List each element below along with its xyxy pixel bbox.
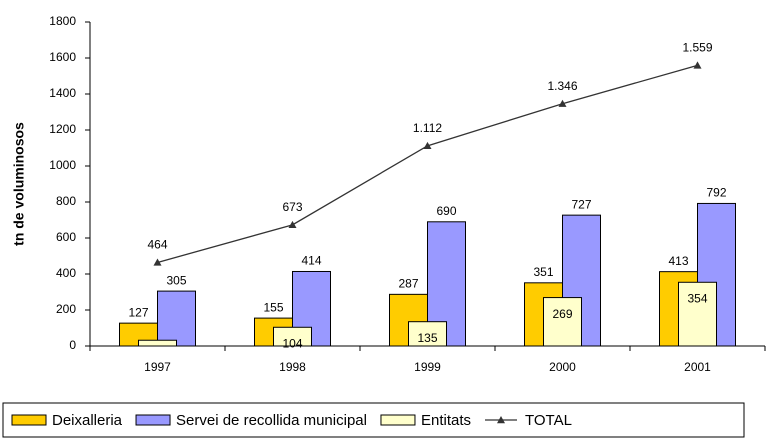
legend-swatch [497,416,505,424]
bar [678,281,717,347]
bar [408,321,447,347]
bar [273,326,312,347]
y-tick-label: 1200 [49,122,76,136]
data-label: 1.346 [547,79,577,93]
legend-swatch [11,414,47,426]
bar [138,339,177,347]
y-tick-label: 1800 [49,14,76,28]
data-label: 1.559 [682,41,712,55]
legend-label: Entitats [421,412,471,429]
y-tick-label: 200 [56,302,76,316]
bar [543,297,582,347]
line-marker [288,220,297,229]
data-label: 1.112 [413,121,442,135]
y-tick-label: 1000 [49,158,76,172]
legend-label: TOTAL [525,412,572,429]
y-tick-label: 800 [56,194,76,208]
data-label: 413 [668,254,688,268]
x-tick-label: 1997 [144,360,171,374]
y-tick-label: 0 [69,338,76,352]
bar [157,290,196,347]
data-label: 354 [687,291,707,305]
data-label: 305 [166,273,186,287]
data-label: 673 [282,200,302,214]
line-marker [558,99,567,107]
data-label: 287 [398,277,418,291]
data-label: 127 [128,305,148,319]
data-label: 269 [552,307,572,321]
y-tick-label: 400 [56,266,76,280]
legend-swatch [135,414,171,426]
data-label: 135 [417,331,437,345]
legend-box [2,402,745,438]
x-tick-label: 1999 [414,360,441,374]
x-tick-label: 1998 [279,360,306,374]
legend-swatch [380,414,416,426]
data-label: 727 [571,197,591,211]
y-tick-label: 600 [56,230,76,244]
x-tick-label: 2000 [549,360,576,374]
y-tick-label: 1400 [49,86,76,100]
data-label: 792 [706,186,726,200]
y-tick-label: 1600 [49,50,76,64]
line-marker [153,258,162,266]
x-tick-label: 2001 [684,360,711,374]
legend-label: Servei de recollida municipal [176,412,367,429]
data-label: 351 [533,265,553,279]
data-label: 104 [282,336,302,350]
data-label: 464 [147,238,167,252]
y-axis-label: tn de voluminosos [11,122,27,246]
line-marker [423,141,432,150]
data-label: 414 [301,254,321,268]
data-label: 690 [436,204,456,218]
data-label: 155 [263,300,283,314]
line-marker [693,61,702,69]
legend-label: Deixalleria [52,412,123,429]
